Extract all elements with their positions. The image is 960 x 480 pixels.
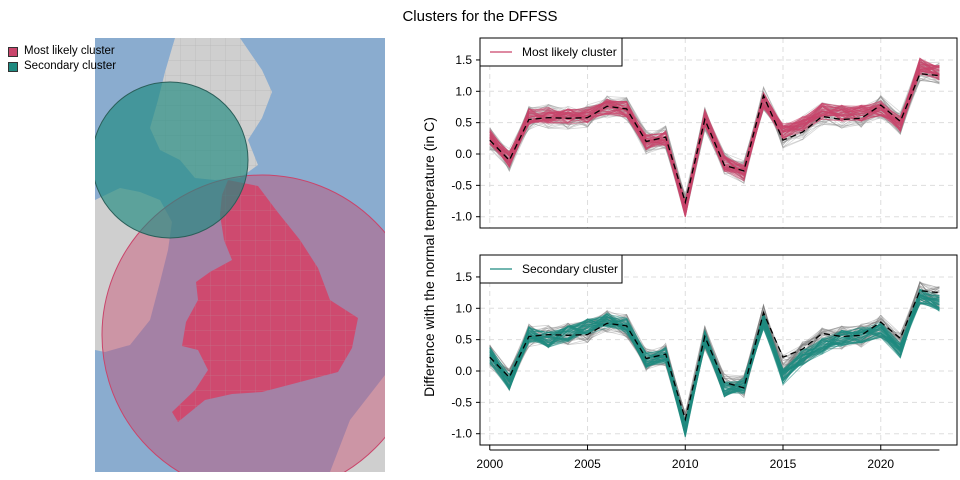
y-tick-label: -0.5 (451, 395, 472, 409)
map-legend: Most likely cluster Secondary cluster (8, 44, 116, 74)
region-series-line (489, 294, 940, 421)
panel-frame (479, 254, 958, 446)
panel-legend: Most likely cluster (479, 37, 623, 67)
region-series-line (489, 58, 940, 202)
y-tick-label: 1.0 (455, 301, 472, 315)
cluster-series-line (489, 64, 940, 217)
y-tick-label: 1.5 (455, 53, 472, 67)
y-tick-label: 1.0 (455, 84, 472, 98)
france-landmass (330, 375, 385, 472)
legend-label: Most likely cluster (522, 45, 617, 59)
x-tick-label: 2015 (770, 457, 797, 471)
cluster-series-line (489, 295, 940, 433)
y-tick-label: -0.5 (451, 178, 472, 192)
region-series-line (489, 61, 940, 199)
cluster-map (95, 38, 385, 472)
most-likely-cluster-circle (101, 174, 385, 472)
legend-item-secondary: Secondary cluster (8, 59, 116, 74)
legend-label-most-likely: Most likely cluster (24, 45, 115, 57)
y-tick-label: 0.0 (455, 147, 472, 161)
y-tick-label: 0.5 (455, 333, 472, 347)
cluster-series-line (489, 66, 940, 204)
y-tick-label: 0.0 (455, 364, 472, 378)
cluster-series-line (489, 70, 940, 202)
region-series-line (489, 281, 940, 416)
overall-mean-line (489, 290, 940, 422)
legend-swatch-secondary (8, 61, 18, 72)
legend-box (479, 37, 623, 67)
y-tick-label: 1.5 (455, 270, 472, 284)
x-tick-label: 2005 (574, 457, 601, 471)
panel-1: -1.0 -0.5 0.0 0.5 1.0 1.5 Most likely cluster (451, 37, 958, 229)
region-series-line (489, 285, 940, 417)
legend-swatch-most-likely (8, 46, 18, 57)
y-tick-label: -1.0 (451, 210, 472, 224)
y-tick-label: 0.5 (455, 116, 472, 130)
region-series-line (489, 281, 940, 418)
overall-mean-line (489, 73, 940, 205)
legend-label: Secondary cluster (522, 262, 618, 276)
legend-item-most-likely: Most likely cluster (8, 44, 116, 59)
x-tick-label: 2000 (476, 457, 503, 471)
region-series-line (489, 61, 940, 198)
region-series-line (489, 286, 940, 424)
legend-label-secondary: Secondary cluster (24, 60, 117, 72)
secondary-cluster-circle (95, 81, 249, 239)
y-tick-label: -1.0 (451, 427, 472, 441)
region-series-line (489, 66, 940, 196)
panel-2: -1.0 -0.5 0.0 0.5 1.0 1.5 Secondary cluster 200… (451, 254, 958, 471)
chart-title: Clusters for the DFFSS (402, 8, 558, 25)
panel-frame (479, 37, 958, 229)
x-tick-label: 2020 (867, 457, 894, 471)
y-axis-label: Difference with the normal temperature (… (421, 117, 437, 397)
panel-legend: Secondary cluster (479, 254, 623, 284)
x-tick-label: 2010 (672, 457, 699, 471)
